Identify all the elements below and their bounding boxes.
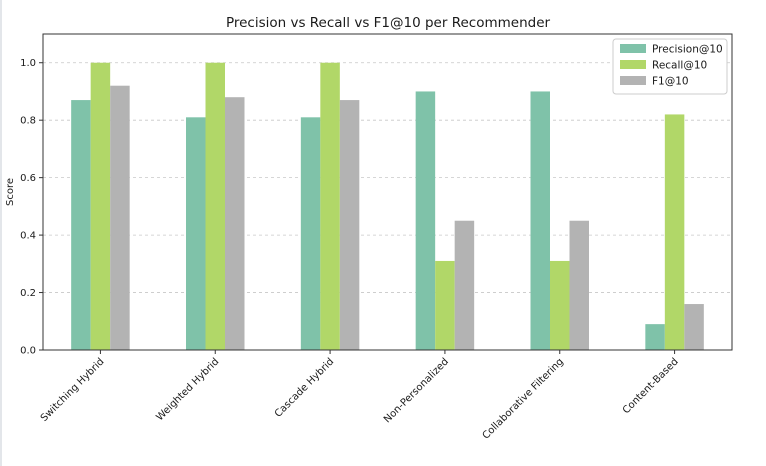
bar [645,324,665,350]
bar [300,117,321,351]
x-axis: Switching Hybrid Weighted Hybrid Cascade H… [39,350,681,442]
y-tick-label: 0.4 [20,231,36,242]
y-tick-label: 0.6 [20,173,36,184]
bar [569,220,589,350]
bar [110,85,130,350]
legend-swatch [620,76,646,85]
y-axis: 0.0 0.2 0.4 0.6 0.8 1.0 [20,58,43,357]
bar [684,304,704,350]
bar [90,62,111,351]
legend: Precision@10 Recall@10 F1@10 [612,38,728,95]
x-tick-label: Non-Personalized [382,356,451,425]
bar [550,260,570,350]
y-axis-label: Score [5,178,16,206]
legend-label: Recall@10 [652,60,707,72]
bar [205,62,225,351]
x-tick-label: Cascade Hybrid [273,356,336,419]
grid-lines [43,62,732,351]
x-tick-label: Collaborative Filtering [481,356,566,441]
window-edge [0,0,2,466]
legend-swatch [620,60,646,69]
y-tick-label: 1.0 [20,58,36,69]
y-tick-label: 0.0 [20,346,36,357]
bar [71,100,91,350]
bar [415,91,436,351]
legend-swatch [620,44,646,53]
bar [339,100,360,350]
x-tick-label: Content-Based [621,356,681,416]
bar [664,114,685,350]
legend-label: F1@10 [652,76,689,88]
bar [454,220,475,350]
bar [530,91,550,351]
y-tick-label: 0.8 [20,116,36,127]
bars [71,62,704,351]
bar [186,117,206,351]
x-tick-label: Switching Hybrid [39,356,107,424]
bar [320,62,340,351]
bar [435,260,455,350]
y-tick-label: 0.2 [20,288,36,299]
plot-area [42,33,733,351]
bar [225,97,245,350]
x-tick-label: Weighted Hybrid [155,356,222,423]
chart-title: Precision vs Recall vs F1@10 per Recomme… [226,15,551,31]
legend-label: Precision@10 [652,44,723,56]
